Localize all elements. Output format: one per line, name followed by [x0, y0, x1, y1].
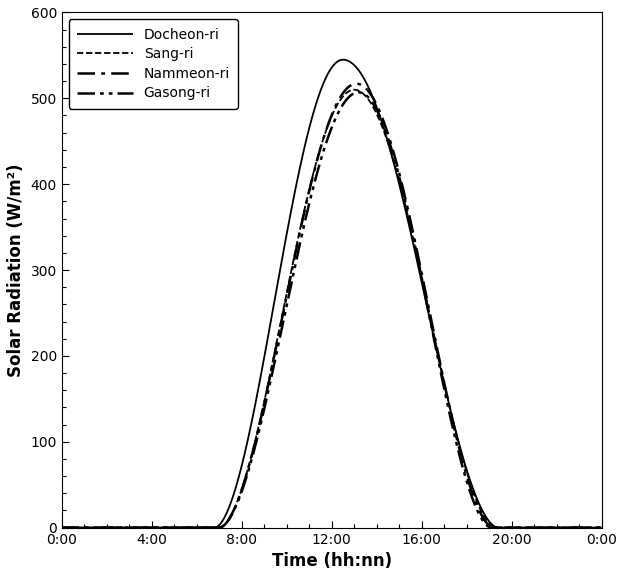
Gasong-ri: [120, 524, 127, 531]
Gasong-ri: [152, 524, 159, 531]
Nammeon-ri: [288, 265, 296, 272]
Gasong-ri: [288, 276, 296, 283]
Docheon-ri: [265, 329, 273, 336]
Y-axis label: Solar Radiation (W/m²): Solar Radiation (W/m²): [7, 163, 25, 377]
Sang-ri: [598, 524, 605, 531]
Line: Sang-ri: Sang-ri: [62, 90, 602, 527]
Gasong-ri: [58, 524, 66, 531]
Nammeon-ri: [353, 80, 360, 87]
Nammeon-ri: [152, 524, 159, 531]
Nammeon-ri: [58, 524, 66, 531]
Gasong-ri: [355, 89, 363, 96]
Sang-ri: [350, 87, 358, 93]
Sang-ri: [587, 524, 595, 531]
Sang-ri: [265, 377, 273, 384]
Gasong-ri: [265, 385, 273, 392]
Docheon-ri: [288, 202, 296, 209]
Docheon-ri: [339, 56, 347, 63]
Docheon-ri: [120, 524, 127, 531]
Sang-ri: [529, 524, 537, 531]
Gasong-ri: [587, 524, 595, 531]
Legend: Docheon-ri, Sang-ri, Nammeon-ri, Gasong-ri: Docheon-ri, Sang-ri, Nammeon-ri, Gasong-…: [69, 20, 238, 108]
Nammeon-ri: [120, 524, 127, 531]
X-axis label: Time (hh:nn): Time (hh:nn): [271, 552, 392, 570]
Docheon-ri: [58, 524, 66, 531]
Docheon-ri: [587, 524, 595, 531]
Sang-ri: [58, 524, 66, 531]
Nammeon-ri: [265, 379, 273, 386]
Sang-ri: [288, 263, 296, 269]
Nammeon-ri: [587, 524, 595, 531]
Nammeon-ri: [529, 524, 537, 531]
Line: Docheon-ri: Docheon-ri: [62, 59, 602, 527]
Line: Gasong-ri: Gasong-ri: [62, 92, 602, 527]
Docheon-ri: [152, 524, 159, 531]
Sang-ri: [120, 524, 127, 531]
Sang-ri: [152, 524, 159, 531]
Nammeon-ri: [598, 524, 605, 531]
Line: Nammeon-ri: Nammeon-ri: [62, 84, 602, 527]
Docheon-ri: [598, 524, 605, 531]
Docheon-ri: [529, 524, 537, 531]
Gasong-ri: [598, 524, 605, 531]
Gasong-ri: [529, 524, 537, 531]
